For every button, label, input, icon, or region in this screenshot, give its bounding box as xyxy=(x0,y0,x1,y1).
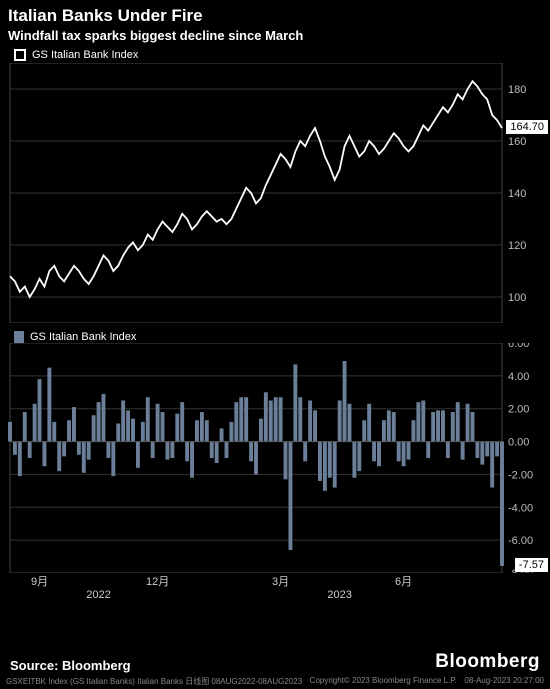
svg-text:-2.00: -2.00 xyxy=(508,469,533,481)
micro-left: GSXEITBK Index (GS Italian Banks) Italia… xyxy=(6,676,302,687)
x-tick: 6月 xyxy=(395,573,412,589)
source-label: Source: Bloomberg xyxy=(10,658,131,673)
last-value-callout-bottom: -7.57 xyxy=(515,558,548,572)
svg-text:120: 120 xyxy=(508,240,526,252)
chart-subtitle: Windfall tax sparks biggest decline sinc… xyxy=(8,28,542,43)
top-chart: 100 120 140 160 180 164.70 xyxy=(0,63,550,323)
svg-text:4.00: 4.00 xyxy=(508,371,529,383)
svg-text:2.00: 2.00 xyxy=(508,404,529,416)
x-year: 2022 xyxy=(86,589,110,601)
legend-marker-bar xyxy=(14,331,24,343)
top-legend: GS Italian Bank Index xyxy=(0,45,550,61)
micro-right: 08-Aug-2023 20:27:00 xyxy=(464,676,544,687)
micro-center: Copyright© 2023 Bloomberg Finance L.P. xyxy=(310,676,457,687)
x-year: 2023 xyxy=(327,589,351,601)
svg-text:100: 100 xyxy=(508,292,526,304)
x-tick: 12月 xyxy=(146,573,169,589)
bottom-chart: -8.00-6.00-4.00-2.000.002.004.006.00 -7.… xyxy=(0,343,550,573)
x-tick: 9月 xyxy=(31,573,48,589)
svg-text:0.00: 0.00 xyxy=(508,437,529,449)
svg-text:6.00: 6.00 xyxy=(508,343,529,350)
svg-text:-6.00: -6.00 xyxy=(508,535,533,547)
legend-label: GS Italian Bank Index xyxy=(32,49,138,61)
svg-text:-4.00: -4.00 xyxy=(508,502,533,514)
x-axis: 9月 12月 3月 6月 2022 2023 xyxy=(0,573,550,605)
svg-text:140: 140 xyxy=(508,188,526,200)
bottom-legend: GS Italian Bank Index xyxy=(0,327,550,343)
brand-logo: Bloomberg xyxy=(435,651,540,673)
x-tick: 3月 xyxy=(272,573,289,589)
last-value-callout-top: 164.70 xyxy=(506,120,548,134)
legend-marker-line xyxy=(14,49,26,61)
svg-text:160: 160 xyxy=(508,136,526,148)
svg-text:180: 180 xyxy=(508,84,526,96)
chart-title: Italian Banks Under Fire xyxy=(8,6,542,26)
legend-label: GS Italian Bank Index xyxy=(30,331,136,343)
